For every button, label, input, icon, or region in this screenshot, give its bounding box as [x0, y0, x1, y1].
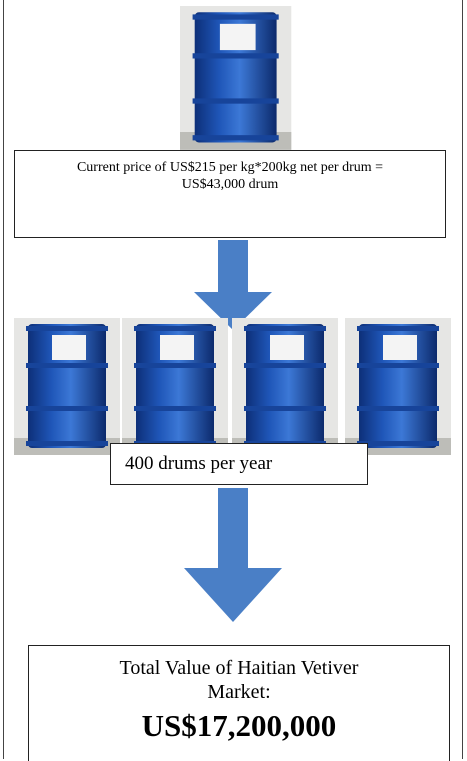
drum-image	[14, 318, 120, 455]
arrow	[194, 240, 272, 330]
volume-text: 400 drums per year	[125, 453, 272, 474]
drum-image	[232, 318, 338, 455]
total-box: Total Value of Haitian Vetiver Market: U…	[28, 645, 450, 761]
price-text: Current price of US$215 per kg*200kg net…	[55, 159, 405, 176]
arrow	[184, 488, 282, 622]
page: {"box_price": {"line1": "Current price o…	[0, 0, 467, 761]
drum-image	[345, 318, 451, 455]
price-box: Current price of US$215 per kg*200kg net…	[14, 150, 446, 238]
price-text: US$43,000 drum	[55, 176, 405, 193]
total-value: US$17,200,000	[89, 704, 389, 748]
drum-image	[180, 6, 291, 150]
volume-box: 400 drums per year	[110, 443, 368, 485]
total-title: Total Value of Haitian Vetiver Market:	[120, 657, 359, 703]
drum-image	[122, 318, 228, 455]
